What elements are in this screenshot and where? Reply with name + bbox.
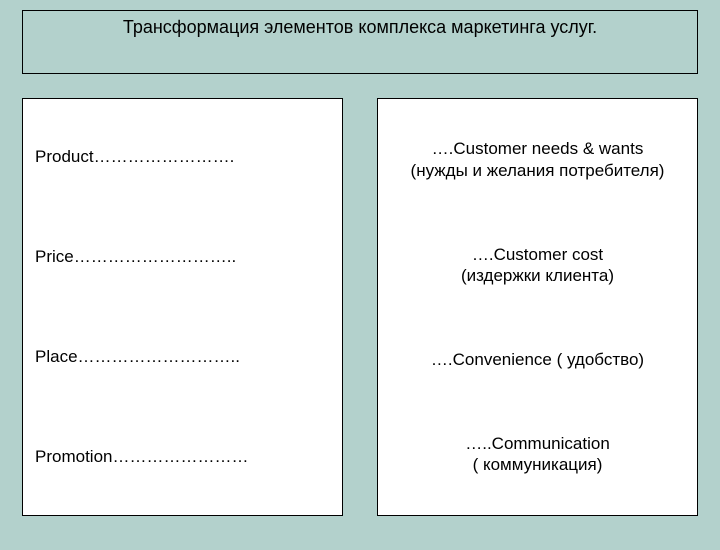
left-item-price: Price……………………….. [35, 247, 330, 267]
left-panel: Product……………………. Price……………………….. Place…… [22, 98, 343, 516]
right-item-line2: (издержки клиента) [390, 265, 685, 286]
columns-container: Product……………………. Price……………………….. Place…… [22, 98, 698, 516]
right-panel: ….Customer needs & wants (нужды и желани… [377, 98, 698, 516]
page-title: Трансформация элементов комплекса маркет… [123, 17, 597, 38]
right-item-communication: …..Communication ( коммуникация) [390, 433, 685, 476]
right-item-customer-cost: ….Customer cost (издержки клиента) [390, 244, 685, 287]
left-item-product: Product……………………. [35, 147, 330, 167]
left-item-promotion: Promotion…………………… [35, 447, 330, 467]
right-item-line1: …..Communication [390, 433, 685, 454]
right-item-customer-needs: ….Customer needs & wants (нужды и желани… [390, 138, 685, 181]
right-item-line2: (нужды и желания потребителя) [390, 160, 685, 181]
title-banner: Трансформация элементов комплекса маркет… [22, 10, 698, 74]
left-item-place: Place……………………….. [35, 347, 330, 367]
right-item-line1: ….Customer needs & wants [390, 138, 685, 159]
right-item-line2: ( коммуникация) [390, 454, 685, 475]
right-item-convenience: ….Convenience ( удобство) [390, 349, 685, 370]
right-item-line1: ….Customer cost [390, 244, 685, 265]
right-item-line1: ….Convenience ( удобство) [390, 349, 685, 370]
